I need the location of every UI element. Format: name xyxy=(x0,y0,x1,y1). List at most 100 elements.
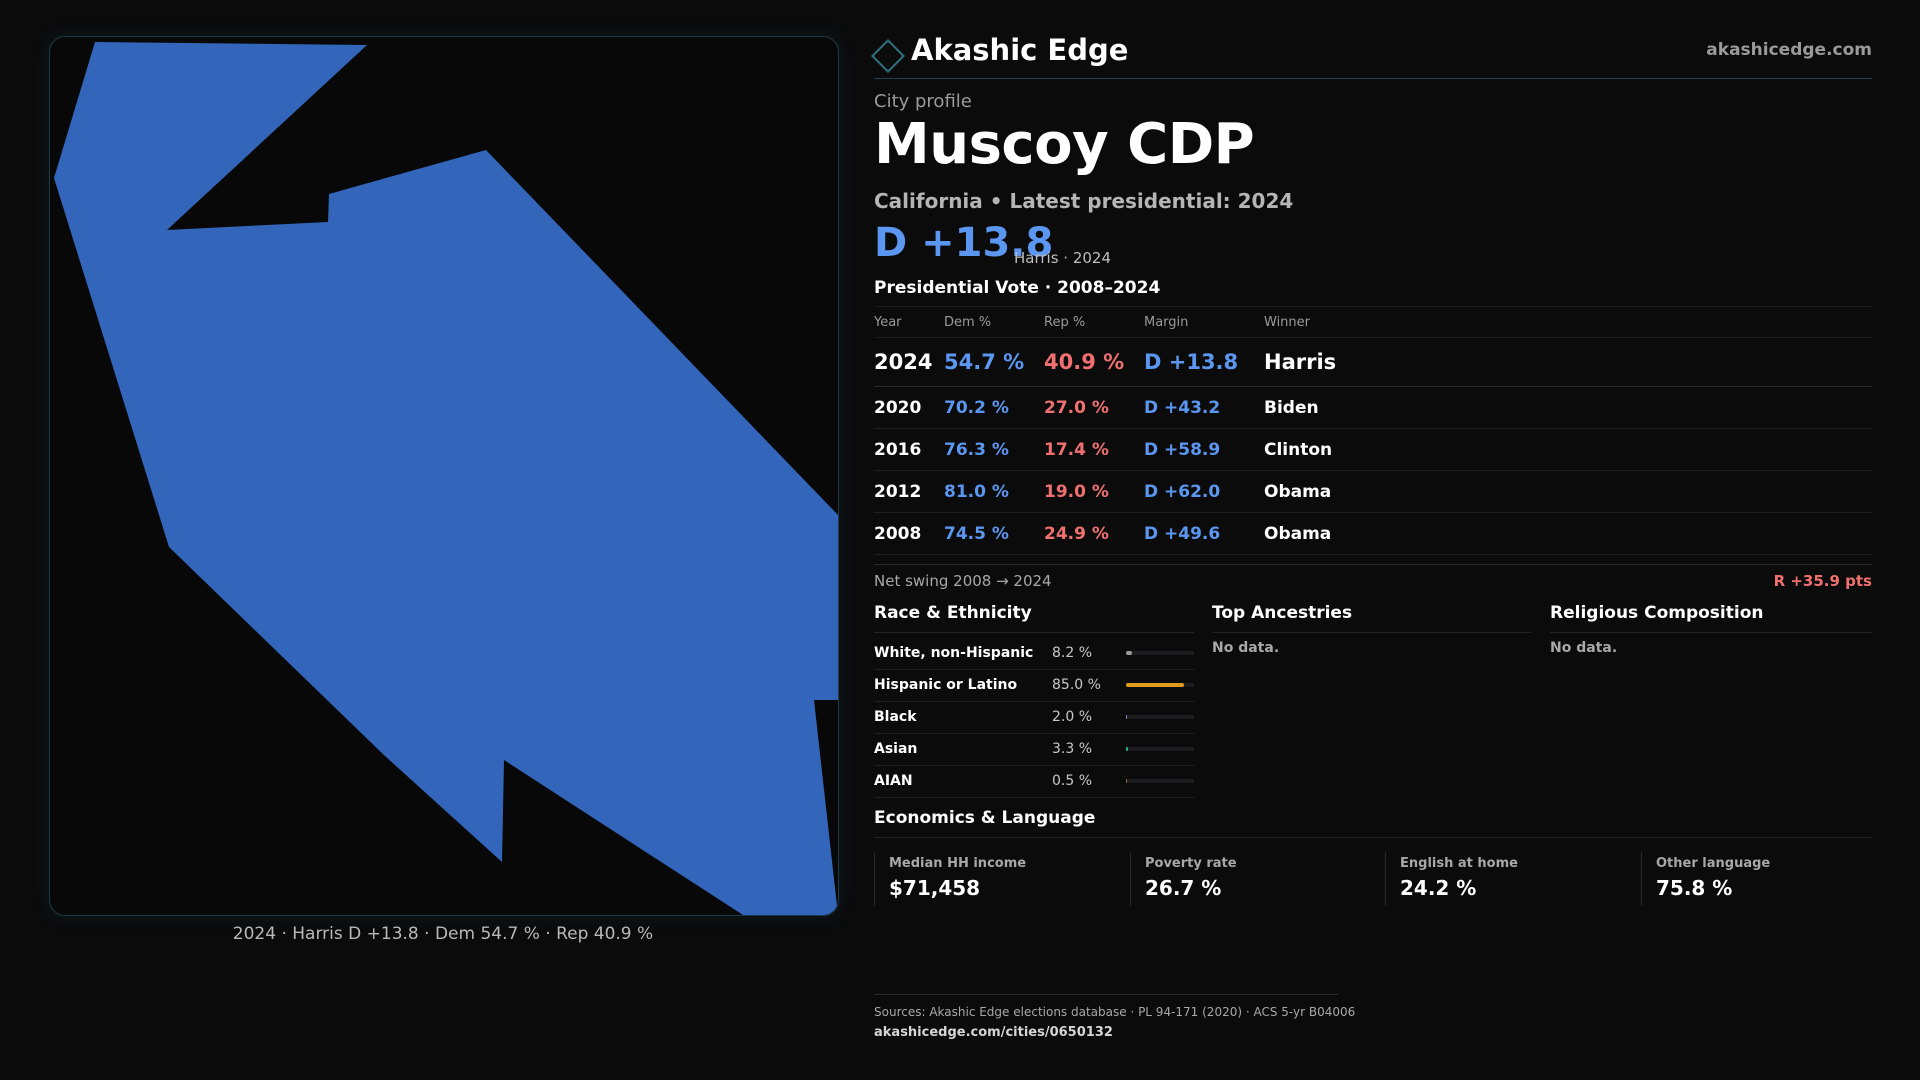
stat-label: Median HH income xyxy=(889,856,1027,871)
footer-divider xyxy=(874,994,1338,995)
race-bar-fill xyxy=(1126,779,1128,783)
swing-divider xyxy=(874,564,1872,565)
race-bar-fill xyxy=(1126,715,1128,719)
race-label: AIAN xyxy=(874,773,913,789)
profile-subline: California • Latest presidential: 2024 xyxy=(874,189,1294,213)
religion-section-title: Religious Composition xyxy=(1550,603,1764,623)
economics-divider xyxy=(874,837,1872,838)
race-row-hispanic: Hispanic or Latino 85.0 % xyxy=(874,670,1194,702)
race-label: Asian xyxy=(874,741,918,757)
city-boundary-shape xyxy=(54,42,838,915)
table-header-row: Year Dem % Rep % Margin Winner xyxy=(874,306,1872,338)
race-value: 3.3 % xyxy=(1052,741,1093,757)
page-title: Muscoy CDP xyxy=(874,112,1255,177)
cell-rep: 24.9 % xyxy=(1044,512,1144,555)
race-row-asian: Asian 3.3 % xyxy=(874,734,1194,766)
stat-english-at-home: English at home 24.2 % xyxy=(1385,852,1626,906)
religion-empty-text: No data. xyxy=(1550,640,1618,656)
city-boundary-map[interactable] xyxy=(49,36,839,916)
diamond-logo-icon xyxy=(871,39,905,73)
footer-sources: Sources: Akashic Edge elections database… xyxy=(874,1005,1356,1019)
table-row: 2012 81.0 % 19.0 % D +62.0 Obama xyxy=(874,470,1872,513)
city-boundary-svg xyxy=(54,42,838,915)
column-header-margin: Margin xyxy=(1144,306,1264,338)
race-bar-fill xyxy=(1126,651,1132,655)
stat-value: 24.2 % xyxy=(1400,876,1477,900)
net-swing-label: Net swing 2008 → 2024 xyxy=(874,572,1052,590)
stat-label: English at home xyxy=(1400,856,1518,871)
ancestries-empty-text: No data. xyxy=(1212,640,1280,656)
stat-label: Poverty rate xyxy=(1145,856,1237,871)
profile-kicker: City profile xyxy=(874,91,972,112)
race-row-black: Black 2.0 % xyxy=(874,702,1194,734)
cell-year: 2008 xyxy=(874,512,944,555)
cell-year: 2012 xyxy=(874,470,944,513)
map-caption: 2024 · Harris D +13.8 · Dem 54.7 % · Rep… xyxy=(232,924,654,944)
cell-margin: D +49.6 xyxy=(1144,512,1264,555)
footer-city-link[interactable]: akashicedge.com/cities/0650132 xyxy=(874,1025,1113,1040)
race-value: 0.5 % xyxy=(1052,773,1093,789)
economics-section-title: Economics & Language xyxy=(874,808,1096,828)
stat-value: $71,458 xyxy=(889,876,981,900)
cell-winner: Harris xyxy=(1264,337,1872,387)
race-bar-fill xyxy=(1126,683,1184,687)
cell-margin: D +43.2 xyxy=(1144,386,1264,429)
cell-year: 2024 xyxy=(874,337,944,387)
race-label: Hispanic or Latino xyxy=(874,677,1018,693)
cell-winner: Obama xyxy=(1264,470,1872,513)
column-header-winner: Winner xyxy=(1264,306,1872,338)
race-bar-track xyxy=(1126,747,1194,751)
stat-other-language: Other language 75.8 % xyxy=(1641,852,1873,906)
headline-note: Harris · 2024 xyxy=(1014,249,1112,267)
column-header-rep: Rep % xyxy=(1044,306,1144,338)
stat-median-income: Median HH income $71,458 xyxy=(874,852,1115,906)
stat-label: Other language xyxy=(1656,856,1771,871)
race-bar-track xyxy=(1126,651,1194,655)
race-bar-track xyxy=(1126,683,1194,687)
column-header-year: Year xyxy=(874,306,944,338)
race-divider xyxy=(874,632,1194,633)
religion-divider xyxy=(1550,632,1872,633)
stat-value: 75.8 % xyxy=(1656,876,1733,900)
cell-dem: 54.7 % xyxy=(944,337,1044,387)
cell-rep: 40.9 % xyxy=(1044,337,1144,387)
vote-table-title: Presidential Vote · 2008–2024 xyxy=(874,278,1161,298)
race-label: Black xyxy=(874,709,917,725)
ancestries-section-title: Top Ancestries xyxy=(1212,603,1353,623)
stat-value: 26.7 % xyxy=(1145,876,1222,900)
race-row-white: White, non-Hispanic 8.2 % xyxy=(874,638,1194,670)
cell-year: 2016 xyxy=(874,428,944,471)
race-value: 2.0 % xyxy=(1052,709,1093,725)
race-value: 85.0 % xyxy=(1052,677,1101,693)
cell-dem: 70.2 % xyxy=(944,386,1044,429)
race-bar-track xyxy=(1126,715,1194,719)
race-row-aian: AIAN 0.5 % xyxy=(874,766,1194,798)
cell-winner: Obama xyxy=(1264,512,1872,555)
cell-margin: D +62.0 xyxy=(1144,470,1264,513)
race-value: 8.2 % xyxy=(1052,645,1093,661)
headline-margin: D +13.8 xyxy=(874,220,1054,266)
table-row: 2008 74.5 % 24.9 % D +49.6 Obama xyxy=(874,512,1872,555)
cell-rep: 27.0 % xyxy=(1044,386,1144,429)
table-row: 2020 70.2 % 27.0 % D +43.2 Biden xyxy=(874,386,1872,429)
brand-name: Akashic Edge xyxy=(911,33,1129,67)
cell-winner: Biden xyxy=(1264,386,1872,429)
race-bar-track xyxy=(1126,779,1194,783)
cell-margin: D +13.8 xyxy=(1144,337,1264,387)
presidential-vote-table: Year Dem % Rep % Margin Winner 2024 54.7… xyxy=(874,306,1872,555)
cell-rep: 17.4 % xyxy=(1044,428,1144,471)
brand-url-link[interactable]: akashicedge.com xyxy=(1706,40,1872,60)
column-header-dem: Dem % xyxy=(944,306,1044,338)
cell-dem: 81.0 % xyxy=(944,470,1044,513)
race-label: White, non-Hispanic xyxy=(874,645,1034,661)
cell-dem: 74.5 % xyxy=(944,512,1044,555)
table-row: 2024 54.7 % 40.9 % D +13.8 Harris xyxy=(874,337,1872,387)
net-swing-value: R +35.9 pts xyxy=(1773,572,1872,590)
cell-rep: 19.0 % xyxy=(1044,470,1144,513)
stat-poverty-rate: Poverty rate 26.7 % xyxy=(1130,852,1371,906)
race-section-title: Race & Ethnicity xyxy=(874,603,1032,623)
ancestries-divider xyxy=(1212,632,1532,633)
cell-margin: D +58.9 xyxy=(1144,428,1264,471)
cell-dem: 76.3 % xyxy=(944,428,1044,471)
cell-winner: Clinton xyxy=(1264,428,1872,471)
